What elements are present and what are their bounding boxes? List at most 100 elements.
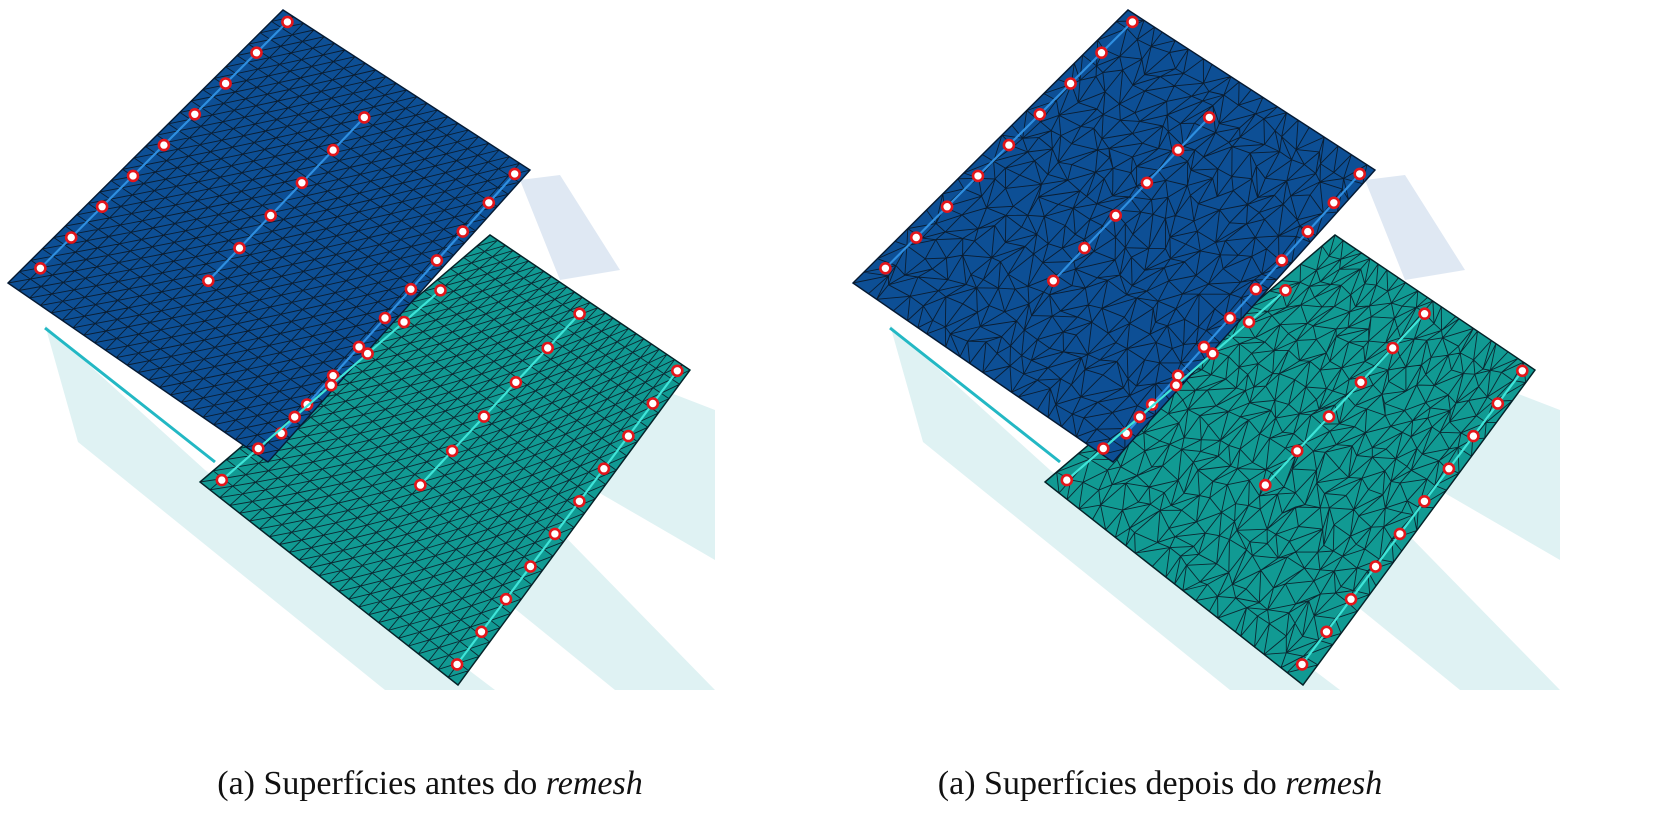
upper-bottom-node <box>1249 282 1263 296</box>
lower-middle-node <box>445 444 459 458</box>
lower-bottom-node <box>622 429 635 443</box>
lower-middle-node <box>414 478 427 492</box>
upper-top-node <box>157 138 171 152</box>
upper-middle-node <box>357 111 371 124</box>
lower-bottom-node <box>475 625 488 639</box>
upper-top-node <box>1095 46 1108 60</box>
caption-before-emph: remesh <box>545 765 643 802</box>
lower-top-node <box>324 378 338 392</box>
lower-top-node <box>288 410 302 424</box>
lower-bottom-node <box>646 397 660 410</box>
upper-middle-seam <box>1052 116 1211 282</box>
shadow-edge <box>44 326 216 464</box>
upper-bottom-node <box>430 254 444 267</box>
lower-bottom-node <box>450 658 464 671</box>
upper-top-node <box>1064 77 1077 90</box>
shadow-shape <box>520 175 620 280</box>
lower-bottom-node <box>524 560 537 573</box>
upper-top-node <box>188 108 202 121</box>
upper-top-node <box>34 261 47 275</box>
lower-bottom-node <box>1295 658 1309 671</box>
upper-middle-node <box>1203 111 1216 124</box>
upper-bottom-node <box>1327 196 1341 210</box>
lower-middle-node <box>573 307 586 321</box>
upper-top-node <box>64 231 78 244</box>
upper-top-node <box>879 261 892 275</box>
lower-bottom-seam <box>456 370 679 666</box>
upper-middle-node <box>1078 241 1091 255</box>
shadow-shape <box>1365 175 1465 280</box>
lower-bottom-node <box>1467 429 1480 443</box>
upper-bottom-node <box>1197 340 1211 354</box>
lower-top-node <box>1206 347 1219 360</box>
lower-bottom-node <box>1344 592 1358 606</box>
lower-middle-node <box>1290 444 1304 458</box>
upper-bottom-seam <box>280 173 516 435</box>
upper-middle-node <box>1047 274 1060 288</box>
lower-bottom-seam <box>1301 370 1524 666</box>
upper-bottom-node <box>456 225 470 238</box>
lower-middle-node <box>1354 375 1368 389</box>
lower-bottom-node <box>1491 397 1505 410</box>
lower-bottom-node <box>499 592 513 606</box>
lower-middle-node <box>1418 307 1431 321</box>
lower-top-node <box>1279 283 1292 297</box>
lower-top-node <box>397 315 411 329</box>
upper-top-node <box>219 77 232 90</box>
lower-bottom-node <box>1442 462 1456 476</box>
lower-bottom-node <box>1320 625 1333 639</box>
lower-bottom-node <box>597 462 611 476</box>
lower-top-node <box>215 473 229 487</box>
upper-top-node <box>281 15 294 29</box>
upper-top-node <box>250 46 263 60</box>
lower-middle-node <box>541 341 555 355</box>
caption-before-prefix: (a) Superfícies antes do <box>217 765 546 802</box>
upper-surface-mesh <box>7 9 531 463</box>
upper-top-node <box>971 169 985 183</box>
lower-bottom-node <box>548 527 562 541</box>
upper-top-node <box>940 200 954 213</box>
upper-bottom-node <box>378 311 392 325</box>
lower-bottom-node <box>1369 560 1382 573</box>
lower-middle-node <box>1259 478 1272 492</box>
upper-middle-node <box>264 209 278 222</box>
lower-middle-seam <box>1264 312 1426 486</box>
caption-after-remesh: (a) Superfícies depois do remesh <box>938 765 1382 803</box>
caption-before-remesh: (a) Superfícies antes do remesh <box>217 765 642 803</box>
upper-bottom-node <box>1301 225 1315 238</box>
shadow-edge <box>889 326 1061 464</box>
lower-top-node <box>434 283 447 297</box>
panel-before-remesh <box>6 9 715 690</box>
panel-after-remesh <box>851 9 1560 690</box>
upper-middle-node <box>233 241 246 255</box>
upper-bottom-node <box>508 167 522 181</box>
lower-bottom-node <box>1418 494 1431 508</box>
upper-middle-node <box>295 176 309 190</box>
upper-middle-node <box>1171 143 1185 157</box>
caption-after-prefix: (a) Superfícies depois do <box>937 765 1286 802</box>
upper-bottom-seam <box>1125 173 1361 435</box>
upper-middle-seam <box>207 116 366 282</box>
lower-top-node <box>1060 473 1074 487</box>
upper-top-node <box>126 169 140 183</box>
upper-bottom-node <box>482 196 496 210</box>
lower-bottom-node <box>1393 527 1407 541</box>
lower-top-node <box>1242 315 1256 329</box>
upper-top-node <box>1126 15 1139 29</box>
lower-top-node <box>1097 442 1110 455</box>
caption-after-emph: remesh <box>1285 765 1383 802</box>
upper-top-node <box>909 231 923 244</box>
upper-top-node <box>1033 108 1047 121</box>
upper-middle-node <box>202 274 215 288</box>
upper-top-node <box>1002 138 1016 152</box>
lower-bottom-node <box>670 364 684 378</box>
lower-middle-node <box>509 375 523 389</box>
lower-middle-node <box>477 410 491 423</box>
upper-middle-node <box>1140 176 1154 190</box>
lower-middle-seam <box>419 312 581 486</box>
upper-middle-node <box>326 143 340 157</box>
upper-bottom-node <box>352 340 366 354</box>
upper-bottom-node <box>1223 311 1237 325</box>
lower-middle-node <box>1386 341 1399 355</box>
